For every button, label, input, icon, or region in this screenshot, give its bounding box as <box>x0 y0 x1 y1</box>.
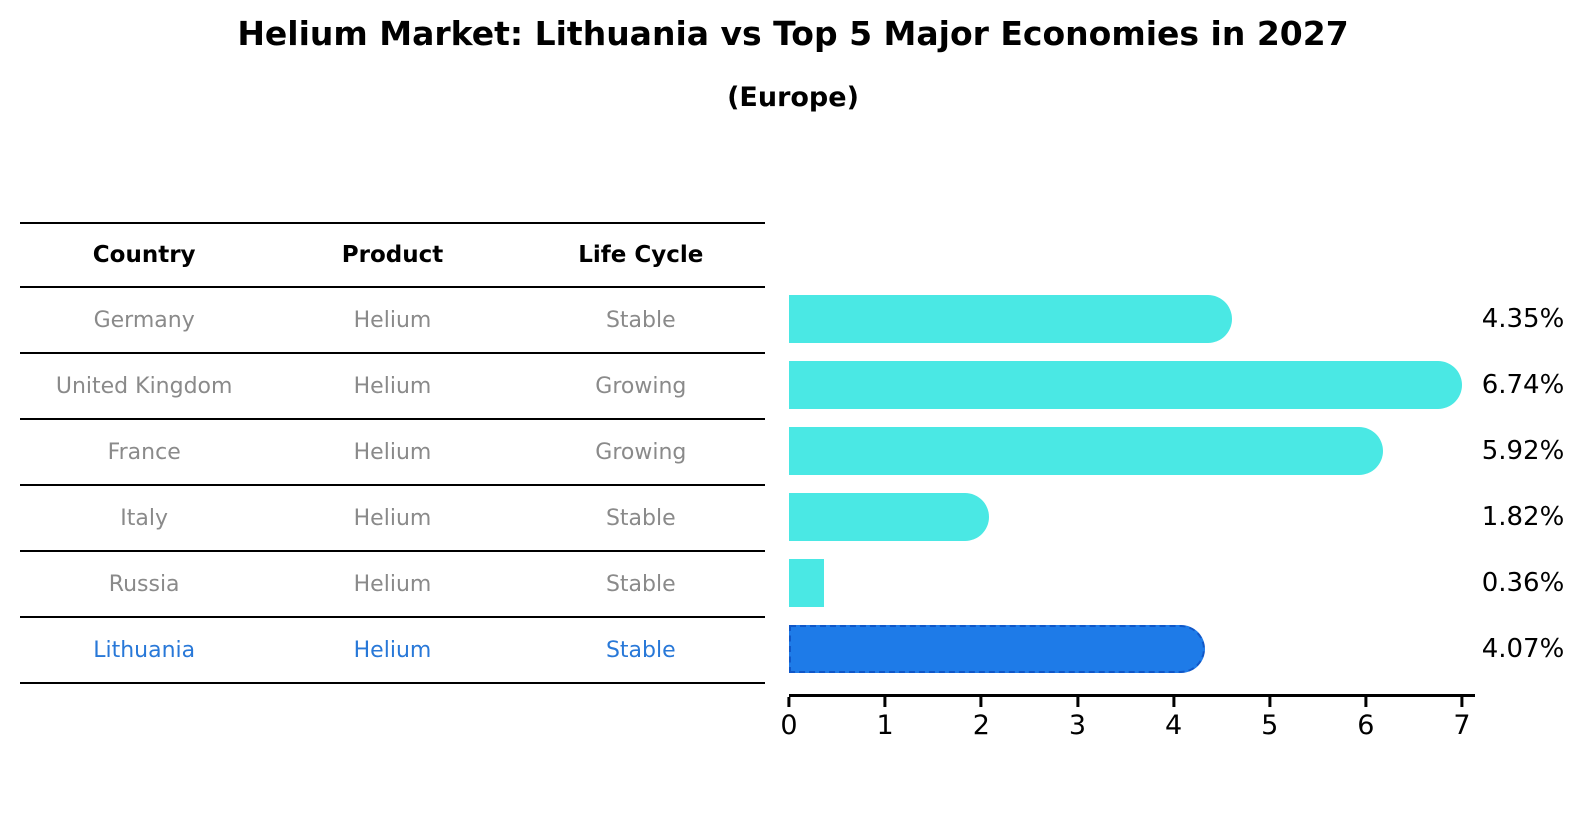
bar-lithuania <box>789 625 1206 673</box>
x-tick-4: 4 <box>1165 697 1182 741</box>
table-row-france: France Helium Growing <box>20 420 765 486</box>
tick-label: 2 <box>972 710 990 741</box>
lifecycle-cell: Stable <box>605 307 676 333</box>
product-cell: Helium <box>353 637 432 663</box>
lifecycle-cell: Stable <box>605 571 676 597</box>
value-label-united-kingdom: 6.74% <box>1481 370 1565 400</box>
x-tick-2: 2 <box>973 697 990 741</box>
bar-united-kingdom <box>789 361 1462 409</box>
x-tick-3: 3 <box>1069 697 1086 741</box>
value-label-russia: 0.36% <box>1481 568 1565 598</box>
table-row-lithuania: Lithuania Helium Stable <box>20 618 765 684</box>
tick-mark <box>1364 697 1368 707</box>
product-cell: Helium <box>353 505 432 531</box>
country-cell: United Kingdom <box>55 373 233 399</box>
tick-mark <box>979 697 983 707</box>
x-tick-0: 0 <box>780 697 798 741</box>
chart-title: Helium Market: Lithuania vs Top 5 Major … <box>237 14 1349 53</box>
x-tick-6: 6 <box>1357 697 1374 741</box>
value-label-column: 4.35% 6.74% 5.92% 1.82% 0.36% 4.07% <box>1462 286 1584 682</box>
country-cell: France <box>107 439 181 465</box>
lifecycle-cell: Stable <box>605 505 676 531</box>
table-row-germany: Germany Helium Stable <box>20 288 765 354</box>
bar-row-france <box>789 418 1462 484</box>
table-row-united-kingdom: United Kingdom Helium Growing <box>20 354 765 420</box>
tick-label: 3 <box>1068 710 1087 741</box>
tick-mark <box>787 697 791 707</box>
x-tick-7: 7 <box>1453 697 1471 741</box>
bar-france <box>789 427 1384 475</box>
tick-mark <box>1075 697 1079 707</box>
tick-mark <box>883 697 887 707</box>
lifecycle-cell: Stable <box>605 637 676 663</box>
x-tick-5: 5 <box>1261 697 1278 741</box>
bar-row-lithuania <box>789 616 1462 682</box>
bar-row-germany <box>789 286 1462 352</box>
tick-label: 0 <box>780 710 798 741</box>
lifecycle-cell: Growing <box>595 439 687 465</box>
bar-germany <box>789 295 1233 343</box>
column-header-country: Country <box>92 242 196 268</box>
tick-label: 1 <box>876 710 894 741</box>
tick-mark <box>1268 697 1272 707</box>
table-row-russia: Russia Helium Stable <box>20 552 765 618</box>
tick-label: 4 <box>1164 710 1183 741</box>
column-header-lifecycle: Life Cycle <box>578 242 704 268</box>
bar-row-united-kingdom <box>789 352 1462 418</box>
table-header-row: Country Product Life Cycle <box>20 224 765 288</box>
x-tick-1: 1 <box>877 697 894 741</box>
country-cell: Lithuania <box>93 637 196 663</box>
bar-italy <box>789 493 989 541</box>
value-label-france: 5.92% <box>1481 436 1565 466</box>
x-axis-ticks: 0 1 2 3 4 5 6 7 <box>780 697 1471 747</box>
tick-label: 6 <box>1357 710 1375 741</box>
bar-russia <box>789 559 824 607</box>
x-axis-line <box>789 694 1475 697</box>
bar-row-italy <box>789 484 1462 550</box>
bar-plot-area <box>789 286 1462 682</box>
table-row-italy: Italy Helium Stable <box>20 486 765 552</box>
bar-row-russia <box>789 550 1462 616</box>
country-cell: Italy <box>120 505 169 531</box>
product-cell: Helium <box>353 307 432 333</box>
tick-mark <box>1460 697 1464 707</box>
tick-label: 7 <box>1453 710 1471 741</box>
lifecycle-cell: Growing <box>595 373 687 399</box>
product-cell: Helium <box>353 373 432 399</box>
tick-mark <box>1172 697 1176 707</box>
column-header-product: Product <box>341 242 444 268</box>
chart-subtitle: (Europe) <box>727 82 859 113</box>
product-cell: Helium <box>353 571 432 597</box>
country-cell: Russia <box>108 571 180 597</box>
value-label-lithuania: 4.07% <box>1481 634 1565 664</box>
country-cell: Germany <box>93 307 195 333</box>
value-label-germany: 4.35% <box>1481 304 1565 334</box>
value-label-italy: 1.82% <box>1481 502 1565 532</box>
product-cell: Helium <box>353 439 432 465</box>
country-table: Country Product Life Cycle Germany Heliu… <box>20 222 765 684</box>
tick-label: 5 <box>1261 710 1279 741</box>
